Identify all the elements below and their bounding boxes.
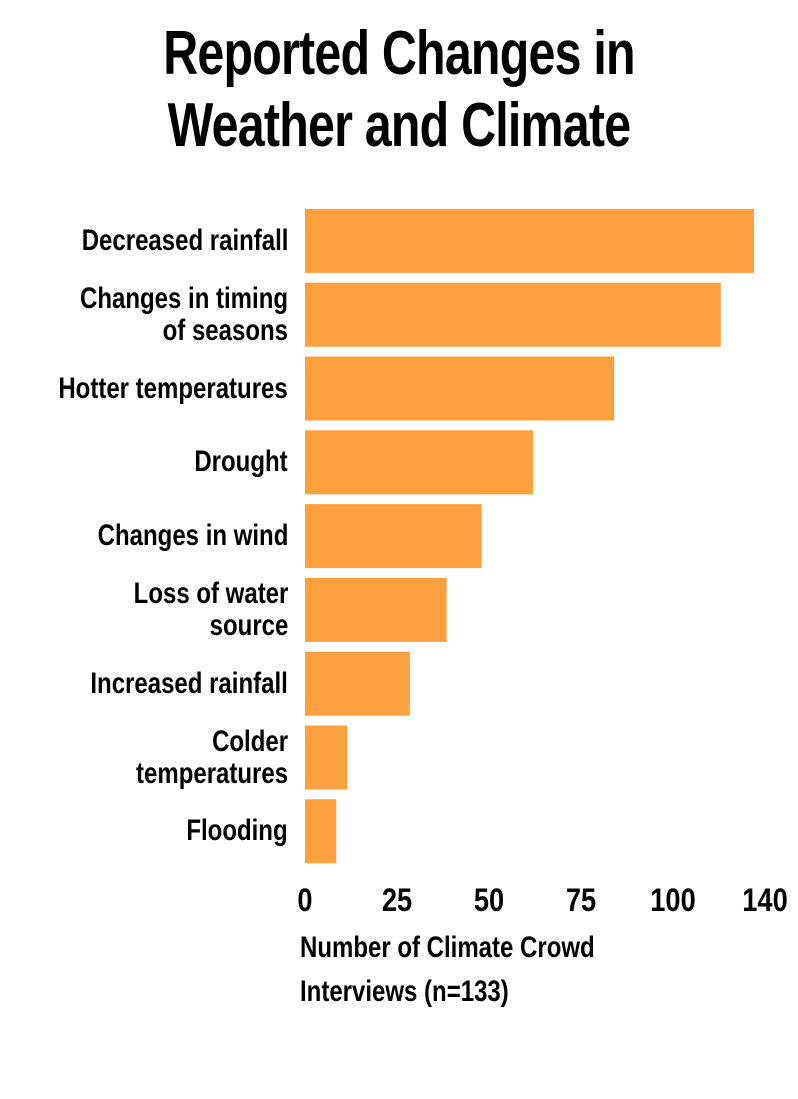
x-tick-label: 75 xyxy=(565,882,597,918)
y-tick-label: Hotter temperatures xyxy=(58,371,288,405)
y-tick-label: Changes in timing of seasons xyxy=(79,281,288,347)
bar xyxy=(305,430,534,495)
chart-title: Reported Changes in Weather and Climate xyxy=(163,19,635,160)
x-axis-label: Number of Climate Crowd Interviews (n=13… xyxy=(300,931,595,1008)
y-tick-label: Flooding xyxy=(186,814,288,848)
x-tick-label: 100 xyxy=(650,882,696,918)
x-tick-label: 50 xyxy=(473,882,505,918)
bar xyxy=(305,725,348,790)
x-tick-label: 140 xyxy=(742,882,788,918)
bar xyxy=(305,356,615,421)
y-tick-label: Loss of water source xyxy=(133,576,288,642)
bar xyxy=(305,651,410,716)
y-tick-label: Increased rainfall xyxy=(90,666,288,700)
x-tick-label: 25 xyxy=(381,882,413,918)
bar xyxy=(305,282,721,347)
y-tick-label: Colder temperatures xyxy=(135,724,288,790)
y-tick-label: Decreased rainfall xyxy=(81,223,288,257)
y-tick-label: Changes in wind xyxy=(97,519,288,553)
bar xyxy=(305,799,337,864)
y-tick-label: Drought xyxy=(194,445,288,479)
x-tick-label: 0 xyxy=(297,882,313,918)
bar xyxy=(305,504,482,569)
bar xyxy=(305,577,447,642)
bar xyxy=(305,208,754,273)
